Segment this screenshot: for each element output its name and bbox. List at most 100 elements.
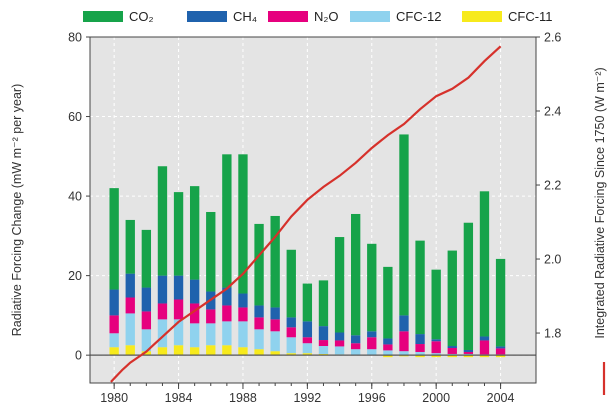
y-tick-label: 60 — [68, 110, 82, 124]
bar-segment-no — [173, 299, 184, 320]
bar-segment-cfc12 — [415, 351, 425, 356]
legend-label: CFC-11 — [508, 9, 553, 24]
bar-segment-cfc11 — [157, 347, 168, 356]
bar-segment-ch — [157, 275, 168, 304]
x-tick-label: 1984 — [165, 391, 193, 404]
bar-segment-no — [222, 305, 232, 322]
y-tick-label: 0 — [75, 349, 82, 363]
bar-segment-cfc11 — [270, 351, 280, 356]
bar-segment-cfc11 — [141, 351, 152, 356]
bar-segment-ch — [399, 315, 409, 332]
bar-segment-cfc12 — [302, 343, 313, 354]
bar-segment-ch — [495, 346, 506, 349]
bar-segment-ch — [334, 332, 345, 341]
bar-segment-co — [399, 134, 409, 316]
y2-tick-label: 1.8 — [544, 327, 561, 341]
bar-segment-cfc11 — [189, 347, 200, 356]
bar-segment-cfc12 — [238, 321, 248, 348]
bar-segment-cfc12 — [399, 351, 409, 356]
bar-segment-co — [206, 211, 216, 292]
bar-segment-co — [334, 237, 345, 333]
bar-segment-cfc11 — [383, 355, 393, 358]
bar-segment-co — [350, 213, 361, 336]
bar-segment-ch — [447, 346, 457, 349]
bar-segment-ch — [189, 279, 200, 304]
legend-label: CFC-12 — [396, 9, 442, 24]
bar-segment-co — [479, 191, 490, 337]
legend-label: CH₄ — [233, 9, 257, 24]
bar-segment-co — [125, 219, 135, 274]
bar-segment-co — [173, 192, 184, 276]
bar-segment-no — [302, 337, 313, 344]
bar-segment-cfc11 — [302, 353, 313, 356]
bar-segment-cfc12 — [141, 329, 152, 352]
bar-segment-no — [383, 344, 393, 351]
y-tick-label: 80 — [68, 31, 82, 45]
bar-segment-cfc12 — [270, 331, 280, 352]
bar-segment-cfc12 — [222, 321, 232, 346]
bar-segment-no — [334, 340, 345, 347]
bar-segment-no — [109, 315, 119, 334]
bar-segment-ch — [350, 335, 361, 344]
y-axis-title: Radiative Forcing Change (mW m⁻² per yea… — [10, 84, 24, 337]
legend-swatch — [83, 11, 123, 22]
bar-segment-cfc12 — [334, 346, 345, 355]
bar-segment-cfc12 — [189, 323, 200, 348]
bar-segment-ch — [109, 289, 119, 316]
x-tick-label: 1992 — [293, 391, 321, 404]
bar-segment-no — [157, 303, 168, 320]
bar-segment-cfc12 — [318, 346, 329, 354]
y2-tick-label: 2.2 — [544, 179, 561, 193]
bar-segment-ch — [318, 326, 329, 341]
bar-segment-no — [238, 307, 248, 322]
bar-segment-co — [383, 266, 393, 339]
bar-segment-no — [141, 311, 152, 330]
bar-segment-no — [318, 340, 329, 347]
bar-segment-co — [189, 186, 200, 280]
legend: CO₂ CH₄ N₂O CFC-12 CFC-11 — [83, 9, 553, 24]
bar-segment-ch — [367, 331, 377, 338]
y2-tick-label: 2.6 — [544, 31, 561, 45]
bar-segment-no — [495, 348, 506, 355]
bar-segment-ch — [125, 273, 135, 298]
legend-swatch — [187, 11, 227, 22]
bar-segment-cfc12 — [383, 350, 393, 356]
bar-segment-no — [350, 343, 361, 350]
bar-segment-no — [206, 309, 216, 324]
bar-segment-no — [415, 344, 425, 352]
y-axis: 0 20 40 60 80 — [68, 31, 90, 363]
bar-segment-co — [238, 154, 248, 294]
bar-segment-cfc11 — [479, 355, 490, 358]
bar-segment-cfc11 — [447, 355, 457, 358]
bar-segment-cfc11 — [206, 345, 216, 356]
bar-segment-cfc11 — [109, 347, 119, 356]
x-tick-label: 2000 — [422, 391, 450, 404]
bar-segment-ch — [173, 275, 184, 300]
bar-segment-co — [431, 269, 441, 340]
y2-axis: 1.8 2.0 2.2 2.4 2.6 — [536, 31, 561, 341]
bar-segment-co — [254, 223, 264, 306]
bar-segment-co — [367, 243, 377, 332]
bar-segment-co — [463, 222, 474, 350]
bar-segment-co — [415, 240, 425, 335]
x-tick-label: 2004 — [487, 391, 515, 404]
bar-segment-ch — [222, 287, 232, 306]
legend-label: N₂O — [314, 9, 339, 24]
legend-swatch — [462, 11, 502, 22]
bar-segment-cfc11 — [463, 355, 474, 358]
bar-segment-ch — [238, 293, 248, 308]
bar-segment-no — [270, 319, 280, 332]
bar-segment-cfc11 — [125, 345, 135, 356]
bars — [109, 134, 506, 358]
bar-segment-ch — [415, 334, 425, 345]
bar-segment-ch — [286, 317, 296, 328]
bar-segment-ch — [302, 321, 313, 338]
bar-segment-no — [447, 348, 457, 354]
bar-segment-no — [254, 317, 264, 330]
bar-segment-cfc12 — [254, 329, 264, 350]
legend-swatch — [268, 11, 308, 22]
bar-segment-ch — [383, 338, 393, 345]
bar-segment-no — [367, 337, 377, 350]
bar-segment-cfc11 — [286, 353, 296, 356]
